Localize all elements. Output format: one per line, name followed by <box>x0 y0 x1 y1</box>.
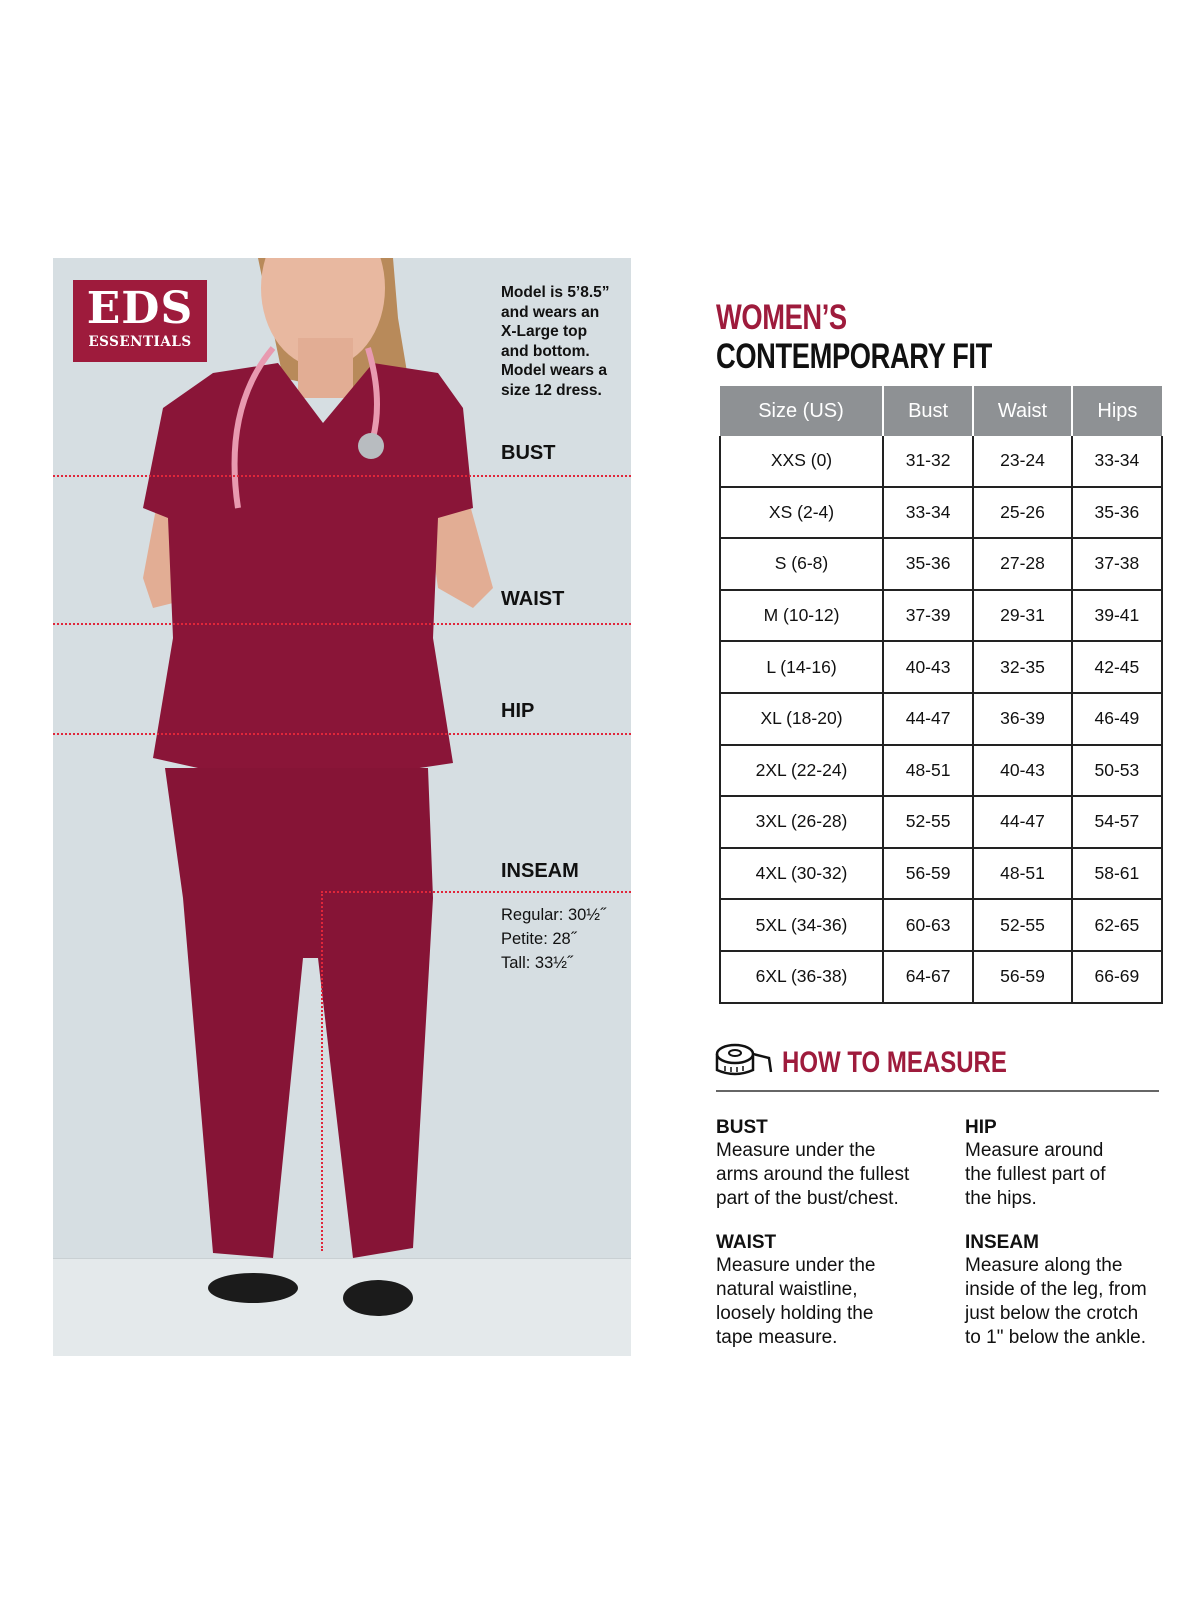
bust-line <box>53 475 631 477</box>
header-bust: Bust <box>881 386 974 436</box>
cell-bust: 31-32 <box>881 436 975 488</box>
cell-hips: 42-45 <box>1070 641 1164 694</box>
table-row: L (14-16) 40-43 32-35 42-45 <box>719 641 1164 694</box>
cell-hips: 33-34 <box>1070 436 1164 488</box>
cell-hips: 39-41 <box>1070 589 1164 643</box>
cell-waist: 52-55 <box>972 899 1073 952</box>
cell-size: S (6-8) <box>719 538 884 591</box>
cell-bust: 56-59 <box>881 847 975 901</box>
divider <box>716 1090 1159 1092</box>
cell-hips: 66-69 <box>1070 950 1164 1004</box>
cell-waist: 29-31 <box>972 589 1073 643</box>
header-size: Size (US) <box>720 386 883 436</box>
cell-size: XXS (0) <box>719 436 884 488</box>
size-chart-table: Size (US) Bust Waist Hips XXS (0) 31-32 23… <box>719 386 1164 1004</box>
inseam-lengths: Regular: 30½˝ Petite: 28˝ Tall: 33½˝ <box>501 906 606 972</box>
cell-bust: 52-55 <box>881 796 975 849</box>
how-to-measure-title: HOW TO MEASURE <box>782 1046 1007 1079</box>
cell-bust: 40-43 <box>881 641 975 694</box>
waist-label: WAIST <box>501 588 565 610</box>
cell-waist: 44-47 <box>972 796 1073 849</box>
header-hips: Hips <box>1070 386 1162 436</box>
cell-bust: 33-34 <box>881 486 975 540</box>
table-row: XL (18-20) 44-47 36-39 46-49 <box>719 692 1164 746</box>
model-photo: EDS ESSENTIALS Model is 5’8.5” and wears… <box>53 258 631 1356</box>
cell-size: 4XL (30-32) <box>719 847 884 901</box>
cell-hips: 37-38 <box>1070 538 1164 591</box>
cell-bust: 37-39 <box>881 589 975 643</box>
cell-bust: 35-36 <box>881 538 975 591</box>
cell-bust: 60-63 <box>881 899 975 952</box>
table-row: XS (2-4) 33-34 25-26 35-36 <box>719 486 1164 540</box>
waist-line <box>53 623 631 625</box>
cell-hips: 35-36 <box>1070 486 1164 540</box>
table-row: S (6-8) 35-36 27-28 37-38 <box>719 538 1164 591</box>
cell-hips: 62-65 <box>1070 899 1164 952</box>
table-row: 2XL (22-24) 48-51 40-43 50-53 <box>719 744 1164 798</box>
tape-measure-icon <box>715 1043 773 1076</box>
table-row: M (10-12) 37-39 29-31 39-41 <box>719 589 1164 643</box>
table-row: 5XL (34-36) 60-63 52-55 62-65 <box>719 899 1164 952</box>
cell-waist: 27-28 <box>972 538 1073 591</box>
cell-waist: 32-35 <box>972 641 1073 694</box>
cell-waist: 40-43 <box>972 744 1073 798</box>
title-line2: CONTEMPORARY FIT <box>716 337 992 376</box>
cell-bust: 48-51 <box>881 744 975 798</box>
inseam-label: INSEAM <box>501 860 579 882</box>
cell-hips: 54-57 <box>1070 796 1164 849</box>
cell-size: 3XL (26-28) <box>719 796 884 849</box>
cell-size: L (14-16) <box>719 641 884 694</box>
cell-waist: 25-26 <box>972 486 1073 540</box>
title-line1: WOMEN’S <box>716 298 847 337</box>
table-row: 3XL (26-28) 52-55 44-47 54-57 <box>719 796 1164 849</box>
cell-size: 2XL (22-24) <box>719 744 884 798</box>
model-note: Model is 5’8.5” and wears an X-Large top… <box>501 284 610 399</box>
cell-waist: 23-24 <box>972 436 1073 488</box>
cell-size: 5XL (34-36) <box>719 899 884 952</box>
model-figure <box>143 258 493 1316</box>
header-waist: Waist <box>972 386 1072 436</box>
measure-hip: HIP Measure around the fullest part of t… <box>965 1117 1106 1209</box>
table-row: 6XL (36-38) 64-67 56-59 66-69 <box>719 950 1164 1004</box>
floor <box>53 1258 631 1356</box>
inseam-vertical-line <box>321 891 323 1251</box>
cell-size: XS (2-4) <box>719 486 884 540</box>
cell-hips: 46-49 <box>1070 692 1164 746</box>
table-header-row: Size (US) Bust Waist Hips <box>720 386 1162 436</box>
cell-size: XL (18-20) <box>719 692 884 746</box>
inseam-line <box>321 891 631 893</box>
measure-bust: BUST Measure under the arms around the f… <box>716 1117 910 1209</box>
cell-bust: 64-67 <box>881 950 975 1004</box>
measure-waist: WAIST Measure under the natural waistlin… <box>716 1232 876 1348</box>
cell-hips: 58-61 <box>1070 847 1164 901</box>
cell-bust: 44-47 <box>881 692 975 746</box>
hip-label: HIP <box>501 700 535 722</box>
hip-line <box>53 733 631 735</box>
cell-size: 6XL (36-38) <box>719 950 884 1004</box>
eds-essentials-logo: EDS ESSENTIALS <box>73 280 207 362</box>
cell-waist: 56-59 <box>972 950 1073 1004</box>
measure-inseam: INSEAM Measure along the inside of the l… <box>965 1232 1147 1348</box>
cell-size: M (10-12) <box>719 589 884 643</box>
cell-waist: 36-39 <box>972 692 1073 746</box>
cell-waist: 48-51 <box>972 847 1073 901</box>
table-row: 4XL (30-32) 56-59 48-51 58-61 <box>719 847 1164 901</box>
bust-label: BUST <box>501 442 556 464</box>
table-row: XXS (0) 31-32 23-24 33-34 <box>719 436 1164 488</box>
cell-hips: 50-53 <box>1070 744 1164 798</box>
